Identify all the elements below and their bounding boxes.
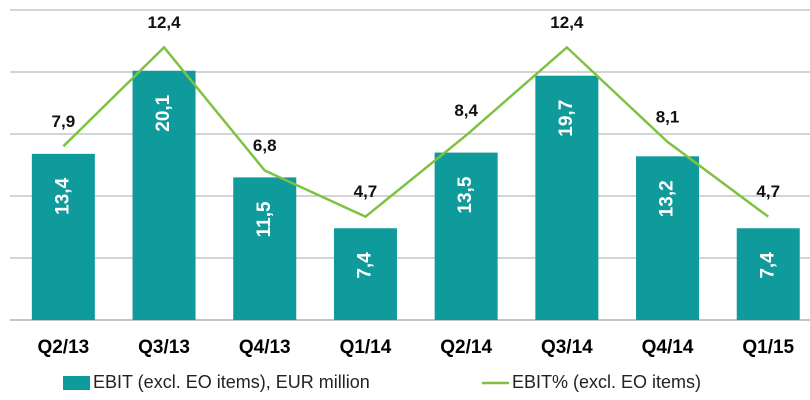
bar xyxy=(233,177,297,320)
line-value-label: 8,4 xyxy=(454,101,478,120)
line-value-label: 6,8 xyxy=(253,136,277,155)
line-value-label: 12,4 xyxy=(550,13,584,32)
bar-value-label: 13,4 xyxy=(52,177,73,214)
bar-value-label: 20,1 xyxy=(153,94,174,131)
bar xyxy=(535,75,599,320)
bar-value-label: 13,2 xyxy=(657,180,678,217)
line-value-label: 7,9 xyxy=(52,112,76,131)
line-value-label: 4,7 xyxy=(354,182,378,201)
x-tick-label: Q3/14 xyxy=(541,337,593,358)
line xyxy=(62,45,769,219)
x-tick-label: Q1/14 xyxy=(340,337,392,358)
bar-value-label: 11,5 xyxy=(254,201,275,237)
bar xyxy=(736,228,800,320)
x-tick-label: Q2/14 xyxy=(440,337,492,358)
bar-value-label: 13,5 xyxy=(455,176,476,213)
bar xyxy=(333,228,397,320)
bar-value-label: 19,7 xyxy=(556,100,577,137)
bar xyxy=(636,156,700,320)
x-tick-label: Q2/13 xyxy=(37,337,89,358)
line-value-label: 4,7 xyxy=(756,182,780,201)
x-tick-label: Q1/15 xyxy=(742,337,794,358)
bar xyxy=(434,152,498,320)
bar-value-label: 7,4 xyxy=(354,252,375,279)
bar xyxy=(132,70,196,320)
legend-label: EBIT% (excl. EO items) xyxy=(512,372,701,392)
line-value-label: 12,4 xyxy=(148,13,182,32)
x-tick-label: Q4/14 xyxy=(642,337,694,358)
bar-value-label: 7,4 xyxy=(757,252,778,279)
legend-swatch xyxy=(63,376,90,390)
line-value-label: 8,1 xyxy=(656,107,680,126)
bar xyxy=(31,153,95,320)
x-tick-label: Q4/13 xyxy=(239,337,291,358)
x-tick-label: Q3/13 xyxy=(138,337,190,358)
legend-label: EBIT (excl. EO items), EUR million xyxy=(93,372,370,392)
